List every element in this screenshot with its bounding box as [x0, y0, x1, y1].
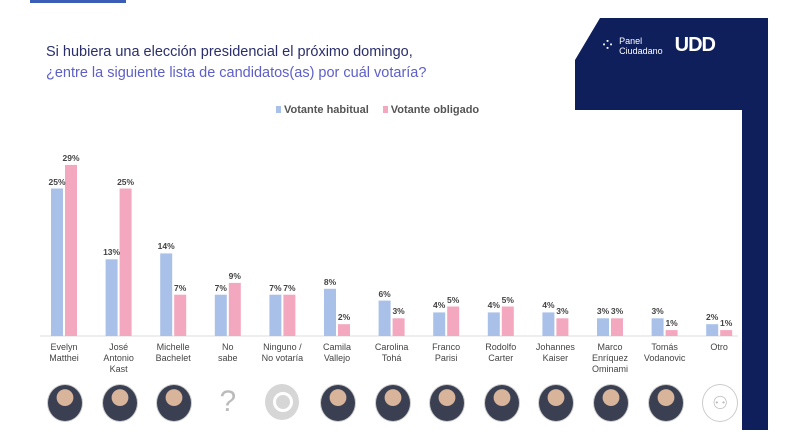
bar-habitual [651, 318, 664, 336]
category-label: Evelyn Matthei [49, 342, 79, 363]
bar-obligado [65, 164, 77, 336]
value-label: 3% [651, 306, 664, 317]
title-line-1: Si hubiera una elección presidencial el … [46, 44, 413, 60]
value-label: 5% [447, 294, 460, 305]
value-label: 13% [103, 247, 121, 258]
candidate-photo [538, 384, 575, 422]
bar-habitual [214, 294, 227, 336]
legend: Votante habitual Votante obligado [276, 104, 479, 116]
bar-habitual [706, 324, 719, 336]
value-label: 3% [392, 306, 405, 317]
legend-label: Votante obligado [390, 104, 480, 116]
chart-title: Si hubiera una elección presidencial el … [46, 42, 426, 84]
bar-habitual [542, 312, 555, 336]
logo-line-1: Panel [619, 35, 643, 46]
bar-habitual [269, 294, 282, 336]
category-label: Carolina Tohá [374, 342, 409, 363]
value-label: 7% [269, 282, 282, 293]
category-label: Franco Parisi [432, 342, 461, 363]
bar-obligado [228, 282, 241, 336]
bar-obligado [447, 306, 460, 336]
bar-habitual [597, 318, 609, 336]
value-label: 5% [501, 294, 514, 305]
bar-habitual [433, 312, 446, 336]
category-label: Otro [710, 342, 728, 352]
value-label: 29% [62, 152, 80, 163]
value-label: 4% [433, 300, 446, 311]
bar-habitual [105, 259, 118, 336]
candidate-photo [483, 384, 520, 422]
panel-dots-icon: ⁘ [600, 35, 615, 55]
bar-habitual [378, 300, 391, 336]
logo-line-2: Ciudadano [619, 45, 663, 56]
bar-habitual [160, 253, 173, 336]
value-label: 2% [706, 312, 719, 323]
bar-habitual [487, 312, 500, 336]
category-label: Michelle Bachelet [155, 342, 191, 363]
value-label: 7% [174, 282, 187, 293]
bar-habitual [51, 188, 63, 336]
value-label: 1% [665, 318, 678, 329]
candidate-photo [101, 384, 138, 422]
candidate-photo [374, 384, 411, 422]
candidate-photo [156, 384, 193, 422]
value-label: 3% [610, 306, 624, 317]
category-label: No sabe [218, 342, 238, 363]
category-label: Ninguno / No votaría [261, 342, 304, 363]
people-icon: ⚇ [702, 384, 739, 422]
value-label: 9% [228, 270, 241, 281]
category-label: Camila Vallejo [322, 342, 351, 363]
value-label: 8% [323, 276, 337, 287]
legend-item-obligado: Votante obligado [382, 104, 480, 116]
bar-obligado [338, 324, 350, 336]
value-label: 7% [283, 282, 296, 293]
value-label: 1% [720, 318, 733, 329]
value-label: 14% [157, 241, 175, 252]
candidate-photo [593, 384, 629, 422]
bar-habitual [324, 288, 336, 336]
prohibited-icon [265, 384, 300, 420]
bar-obligado [720, 330, 733, 336]
title-line-2: ¿entre la siguiente lista de candidatos(… [46, 65, 427, 81]
value-label: 2% [337, 312, 351, 323]
candidate-photo [647, 384, 684, 422]
category-label: Rodolfo Carter [485, 342, 517, 363]
value-label: 6% [378, 288, 391, 299]
udd-logo: UDD [674, 34, 716, 56]
category-label: José Antonio Kast [103, 342, 134, 374]
value-label: 3% [596, 306, 610, 317]
bar-obligado [501, 306, 514, 336]
category-label: Johannes Kaiser [535, 342, 575, 363]
bar-obligado [556, 318, 569, 336]
legend-item-habitual: Votante habitual [276, 104, 369, 116]
legend-label: Votante habitual [284, 104, 369, 116]
value-label: 3% [556, 306, 569, 317]
category-label: Tomás Vodanovic [643, 342, 686, 363]
value-label: 4% [487, 300, 500, 311]
value-label: 25% [117, 176, 135, 187]
top-accent-bar [30, 0, 126, 3]
bar-obligado [174, 294, 187, 336]
bar-obligado [392, 318, 405, 336]
question-mark-icon: ? [219, 385, 237, 418]
bar-obligado [283, 294, 296, 336]
bar-obligado [665, 330, 678, 336]
value-label: 25% [48, 176, 66, 187]
value-label: 7% [214, 282, 227, 293]
bar-obligado [119, 188, 132, 336]
value-label: 4% [542, 300, 555, 311]
bar-obligado [611, 318, 623, 336]
candidate-photo [47, 384, 83, 422]
candidate-photo [429, 384, 466, 422]
category-label: Marco Enríquez Ominami [591, 342, 629, 374]
logo: ⁘ Panel Ciudadano UDD [600, 34, 716, 57]
candidate-photo [320, 384, 356, 422]
